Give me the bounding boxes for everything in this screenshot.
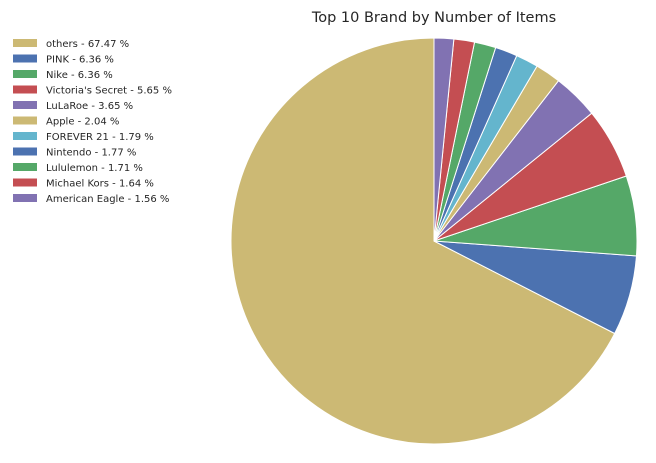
legend-entry: LuLaRoe - 3.65 % [46,101,133,112]
legend-swatch [13,85,37,94]
legend-swatch [13,70,37,78]
legend-entry: American Eagle - 1.56 % [46,194,169,205]
legend-entry: Lululemon - 1.71 % [46,163,143,174]
legend-swatch [13,147,37,156]
legend-swatch [13,132,37,140]
chart-title: Top 10 Brand by Number of Items [311,10,556,26]
legend-entry: Nintendo - 1.77 % [46,148,136,159]
pie-slice [230,37,616,445]
legend-swatch [13,178,37,187]
legend-swatch [13,163,37,171]
legend-swatch [13,39,37,47]
legend-entry: Nike - 6.36 % [46,70,113,81]
pie-slice [433,37,455,242]
legend-entry: others - 67.47 % [46,39,129,50]
legend: others - 67.47 % PINK - 6.36 % Nike - 6.36… [13,39,172,205]
legend-entry: PINK - 6.36 % [46,55,114,66]
legend-swatch [13,54,37,63]
legend-entry: Apple - 2.04 % [46,117,119,128]
legend-swatch [13,101,37,109]
legend-entry: Michael Kors - 1.64 % [46,179,154,190]
pie-slices [230,37,638,445]
legend-entry: Victoria's Secret - 5.65 % [46,86,172,97]
legend-swatch [13,116,37,125]
legend-entry: FOREVER 21 - 1.79 % [46,132,154,143]
legend-swatch [13,194,37,202]
